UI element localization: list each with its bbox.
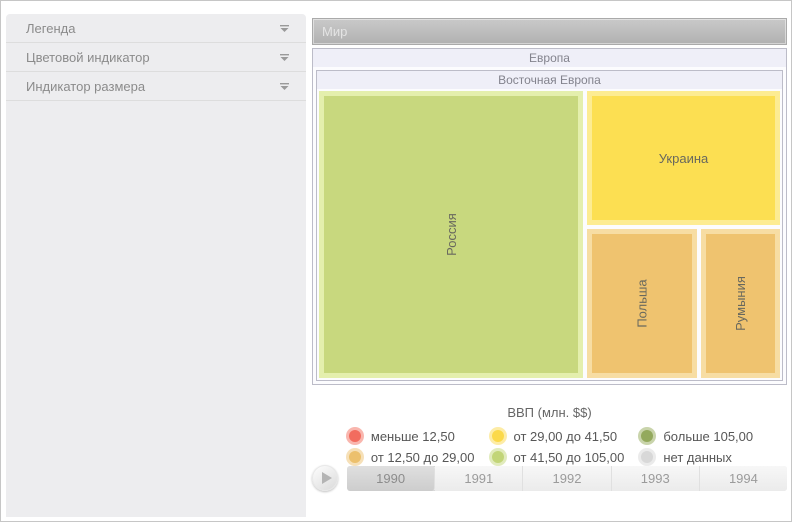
treemap-cells: Россия Украина <box>319 91 780 378</box>
legend-item-label: нет данных <box>663 449 732 465</box>
legend-color-dot <box>348 451 361 463</box>
treemap-root-header[interactable]: Мир <box>312 18 787 45</box>
legend-color-dot <box>641 451 654 463</box>
accordion-label: Цветовой индикатор <box>26 49 150 65</box>
treemap-group-header-europe[interactable]: Европа <box>313 49 786 67</box>
legend-item: от 12,50 до 29,00 <box>346 448 475 466</box>
cell-label: Украина <box>658 150 709 166</box>
treemap-cell-fill: Польша <box>592 234 692 373</box>
cell-label: Румыния <box>732 276 748 331</box>
collapse-chevron-icon <box>280 82 289 90</box>
treemap-cell-fill: Россия <box>324 96 578 373</box>
treemap-cell-russia[interactable]: Россия <box>319 91 583 378</box>
treemap-cell-ukraine[interactable]: Украина <box>587 91 780 225</box>
treemap-bottom-row: Польша Румыния <box>587 229 780 378</box>
sidebar: Легенда Цветовой индикатор Индикатор раз… <box>6 14 306 517</box>
legend-item-label: от 29,00 до 41,50 <box>513 428 618 444</box>
legend-color-dot <box>641 430 654 442</box>
legend-title: ВВП (млн. $$) <box>507 405 592 420</box>
treemap-cell-romania[interactable]: Румыния <box>701 229 780 378</box>
legend-item: больше 105,00 <box>638 427 753 445</box>
play-icon <box>321 472 332 484</box>
legend-color-dot <box>491 430 504 442</box>
accordion-header-legend[interactable]: Легенда <box>6 14 306 43</box>
treemap: Мир Европа Восточная Европа Россия <box>312 18 787 466</box>
legend-item: нет данных <box>638 448 753 466</box>
play-button[interactable] <box>312 465 338 491</box>
treemap-cell-fill: Румыния <box>706 234 775 373</box>
collapse-chevron-icon <box>280 24 289 32</box>
legend-item: от 41,50 до 105,00 <box>489 448 625 466</box>
legend-grid: меньше 12,50 от 12,50 до 29,00 от 29,00 … <box>312 427 787 466</box>
accordion-label: Легенда <box>26 20 76 36</box>
timeline-year-1991[interactable]: 1991 <box>435 465 524 491</box>
timeline-year-1992[interactable]: 1992 <box>523 465 612 491</box>
legend-item-label: меньше 12,50 <box>370 428 455 444</box>
legend-item: от 29,00 до 41,50 <box>489 427 625 445</box>
accordion-header-color-indicator[interactable]: Цветовой индикатор <box>6 43 306 72</box>
treemap-cell-fill: Украина <box>592 96 775 220</box>
legend-item-label: больше 105,00 <box>663 428 754 444</box>
legend-item-label: от 12,50 до 29,00 <box>370 449 475 465</box>
collapse-chevron-icon <box>280 53 289 61</box>
cell-label: Польша <box>634 279 650 328</box>
timeline-year-1994[interactable]: 1994 <box>699 465 787 491</box>
treemap-cell-poland[interactable]: Польша <box>587 229 697 378</box>
timeline: 1990 1991 1992 1993 1994 <box>312 465 787 491</box>
year-selector: 1990 1991 1992 1993 1994 <box>347 465 787 491</box>
legend-color-dot <box>348 430 361 442</box>
accordion-header-size-indicator[interactable]: Индикатор размера <box>6 72 306 101</box>
timeline-year-1993[interactable]: 1993 <box>611 465 700 491</box>
treemap-group-header-eastern-europe[interactable]: Восточная Европа <box>317 71 782 89</box>
treemap-right-column: Украина Польша <box>587 91 780 378</box>
cell-label: Россия <box>443 213 459 256</box>
timeline-year-1990[interactable]: 1990 <box>347 465 436 491</box>
accordion-label: Индикатор размера <box>26 78 146 94</box>
treemap-group-eastern-europe: Восточная Европа Россия <box>316 70 783 381</box>
legend: ВВП (млн. $$) меньше 12,50 от 12,50 до 2… <box>312 405 787 466</box>
legend-color-dot <box>491 451 504 463</box>
legend-item-label: от 41,50 до 105,00 <box>513 449 625 465</box>
legend-item: меньше 12,50 <box>346 427 475 445</box>
treemap-group-europe: Европа Восточная Европа Россия <box>312 48 787 385</box>
